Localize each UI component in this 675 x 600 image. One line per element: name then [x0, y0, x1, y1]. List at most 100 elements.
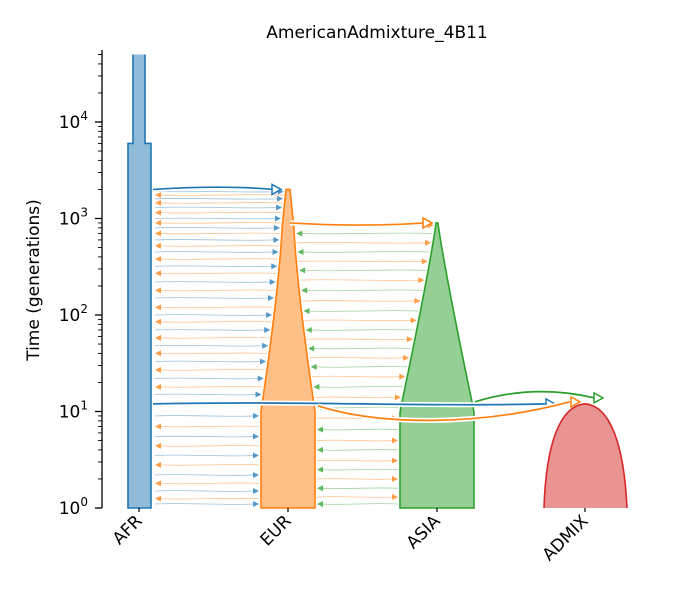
migration-arrowhead — [253, 471, 259, 478]
migration-line — [154, 297, 270, 299]
ancestry-arrowhead — [593, 391, 605, 405]
migration-arrowhead — [155, 461, 161, 468]
migration-line — [316, 439, 394, 442]
deme-afr-fill — [128, 54, 151, 509]
ancestry-line-eur-admix — [317, 401, 571, 422]
migration-arrowhead — [317, 485, 323, 492]
migration-arrowhead — [296, 230, 303, 237]
migration-arrowhead — [305, 326, 312, 333]
migration-arrowhead — [301, 287, 308, 294]
migration-line — [154, 206, 278, 209]
y-tick-label: 102 — [59, 302, 88, 326]
migration-arrowhead — [399, 373, 406, 380]
migration-arrowhead — [155, 270, 161, 277]
migration-arrowhead — [155, 480, 161, 487]
migration-line — [159, 464, 260, 466]
migration-line — [321, 449, 399, 451]
migration-arrowhead — [297, 248, 304, 255]
migration-line — [298, 260, 423, 263]
migration-arrowhead — [425, 239, 432, 246]
migration-arrowhead — [392, 475, 398, 482]
deme-asia-outline — [399, 222, 475, 509]
migration-arrowhead — [155, 366, 161, 373]
deme-admix-outline — [543, 403, 628, 509]
migration-line — [159, 321, 272, 323]
migration-arrowhead — [155, 350, 161, 357]
migration-arrowhead — [155, 304, 161, 311]
migration-arrowhead — [392, 457, 398, 464]
migration-arrowhead — [155, 287, 161, 294]
migration-line — [154, 344, 264, 347]
chart-title: AmericanAdmixture_4B11 — [266, 23, 488, 43]
migration-arrowhead — [418, 277, 425, 284]
migration-arrowhead — [317, 426, 323, 433]
migration-arrowhead — [155, 318, 161, 325]
migration-line — [159, 272, 277, 275]
migration-line — [321, 468, 399, 471]
migration-arrowhead — [421, 258, 428, 265]
migration-line — [159, 222, 281, 224]
y-minor-ticks — [98, 54, 102, 480]
migration-arrowhead — [406, 336, 413, 343]
migration-line — [313, 347, 412, 350]
migration-line — [154, 360, 262, 363]
migration-arrowhead — [276, 204, 283, 211]
migration-line — [316, 496, 394, 498]
ancestry-arrowhead — [271, 183, 283, 196]
migration-arrowhead — [268, 295, 275, 302]
migration-line — [302, 300, 416, 302]
migration-line — [154, 435, 255, 438]
migration-arrowhead — [414, 297, 421, 304]
migration-line — [154, 490, 255, 492]
migration-arrowhead — [277, 195, 284, 202]
migration-line — [306, 289, 423, 292]
migration-line — [154, 393, 257, 396]
migration-arrowhead — [255, 391, 262, 398]
migration-arrowhead — [155, 256, 161, 263]
x-axis-ticks: AFR EUR ASIA ADMIX — [109, 508, 593, 565]
migration-arrowhead — [155, 423, 161, 430]
ancestry-arrows — [152, 183, 605, 423]
ancestry-line-eur-asia — [289, 222, 426, 227]
ancestry-line-afr-admix — [152, 402, 546, 406]
migration-line — [159, 202, 283, 204]
x-tick-label-admix: ADMIX — [539, 511, 593, 565]
migration-line — [315, 366, 408, 368]
migration-arrowhead — [273, 236, 280, 243]
migration-line — [316, 459, 394, 462]
migration-line — [301, 232, 433, 235]
migration-arrowhead — [317, 466, 323, 473]
migration-arrowhead — [266, 312, 273, 318]
migration-line — [154, 314, 268, 316]
migration-arrowhead — [275, 215, 281, 222]
y-axis-label: Time (generations) — [24, 199, 44, 362]
ancestry-arrowhead — [422, 216, 434, 230]
migration-line — [159, 497, 260, 500]
deme-eur-outline — [260, 188, 316, 509]
migration-line — [154, 265, 273, 268]
migration-line — [159, 306, 273, 309]
migration-line — [304, 269, 427, 272]
migration-arrowhead — [392, 494, 398, 501]
migration-arrowhead — [313, 383, 320, 390]
migration-arrowhead — [257, 375, 264, 382]
migration-line — [304, 319, 412, 322]
migration-line — [154, 227, 276, 229]
migration-arrowhead — [155, 199, 161, 206]
migration-line — [306, 338, 408, 341]
migration-arrowhead — [253, 433, 259, 440]
migration-arrowhead — [274, 224, 281, 231]
migration-line — [159, 386, 263, 388]
migration-line — [154, 503, 255, 505]
migration-arrowhead — [155, 495, 161, 502]
migration-line — [159, 211, 282, 214]
migration-line — [159, 482, 260, 485]
migration-arrowhead — [310, 363, 317, 370]
migration-arrowhead — [262, 342, 269, 349]
migration-line — [154, 474, 255, 476]
y-tick-label: 100 — [59, 495, 88, 519]
migration-line — [154, 454, 255, 457]
migration-arrowhead — [269, 278, 276, 285]
migration-line — [318, 386, 404, 388]
